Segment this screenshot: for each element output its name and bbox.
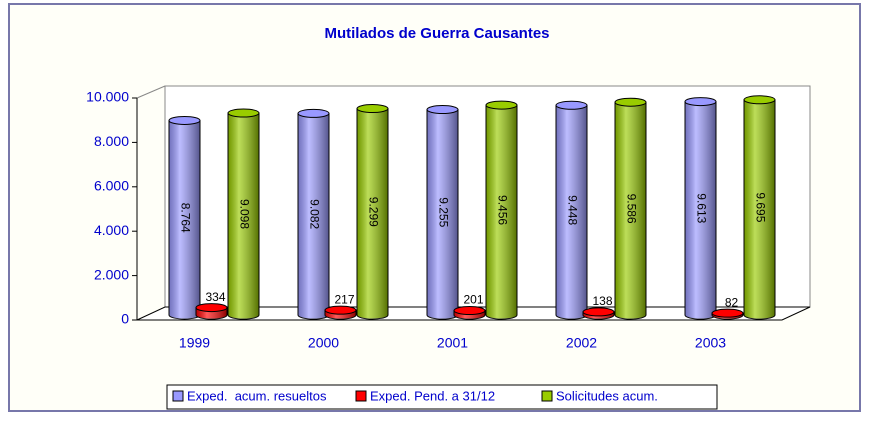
x-tick-label: 2003: [695, 335, 726, 351]
x-tick-label: 2002: [566, 335, 597, 351]
value-label: 9.098: [237, 199, 251, 229]
bar-top: [711, 308, 744, 318]
value-label: 334: [205, 290, 225, 304]
y-tick-label: 6.000: [94, 178, 129, 194]
y-tick-label: 0: [121, 311, 129, 327]
bar-top: [555, 100, 588, 110]
bar-shade: [427, 109, 458, 319]
bar-top: [297, 108, 330, 118]
y-tick-label: 8.000: [94, 133, 129, 149]
y-tick-label: 10.000: [86, 89, 129, 105]
y-tick-label: 4.000: [94, 222, 129, 238]
bar-shade: [685, 101, 716, 319]
chart-title: Mutilados de Guerra Causantes: [324, 25, 549, 42]
bar-shade: [298, 113, 329, 319]
value-label: 9.613: [694, 193, 708, 223]
value-label: 138: [592, 294, 612, 308]
legend-label: Exped. Pend. a 31/12: [370, 388, 495, 403]
bar-shade: [744, 99, 775, 320]
legend-label: Exped. acum. resueltos: [187, 388, 327, 403]
legend-swatch: [541, 390, 553, 402]
bar-top: [227, 108, 260, 118]
value-label: 201: [463, 293, 483, 307]
bar-top: [195, 303, 228, 313]
legend: [166, 384, 718, 410]
x-tick-label: 2000: [308, 335, 339, 351]
bar-top: [168, 115, 201, 125]
value-label: 9.448: [565, 195, 579, 225]
bar-shade: [556, 105, 587, 320]
bar-shade: [486, 105, 517, 319]
bar-shade: [615, 102, 646, 320]
legend-label: Solicitudes acum.: [556, 388, 658, 403]
value-label: 82: [725, 295, 739, 309]
y-tick-label: 2.000: [94, 266, 129, 282]
bar-top: [356, 104, 389, 114]
value-label: 9.456: [495, 195, 509, 225]
value-label: 217: [334, 292, 354, 306]
value-label: 9.586: [624, 194, 638, 224]
legend-swatch: [172, 390, 184, 402]
bar-top: [582, 307, 615, 317]
bar-shade: [169, 120, 200, 319]
value-label: 9.082: [307, 199, 321, 229]
x-tick-label: 1999: [179, 335, 210, 351]
value-label: 9.695: [753, 192, 767, 222]
x-tick-label: 2001: [437, 335, 468, 351]
bar-shade: [228, 113, 259, 319]
bar-top: [614, 97, 647, 107]
bar-top: [743, 95, 776, 105]
value-label: 9.255: [436, 197, 450, 227]
bar-top: [453, 306, 486, 316]
bar-top: [684, 97, 717, 107]
bar-top: [485, 100, 518, 110]
bar-top: [324, 305, 357, 315]
wall-edge: [136, 85, 166, 99]
legend-swatch: [355, 390, 367, 402]
value-label: 8.764: [178, 203, 192, 233]
bar-top: [426, 105, 459, 115]
bar-shade: [357, 108, 388, 320]
value-label: 9.299: [366, 197, 380, 227]
